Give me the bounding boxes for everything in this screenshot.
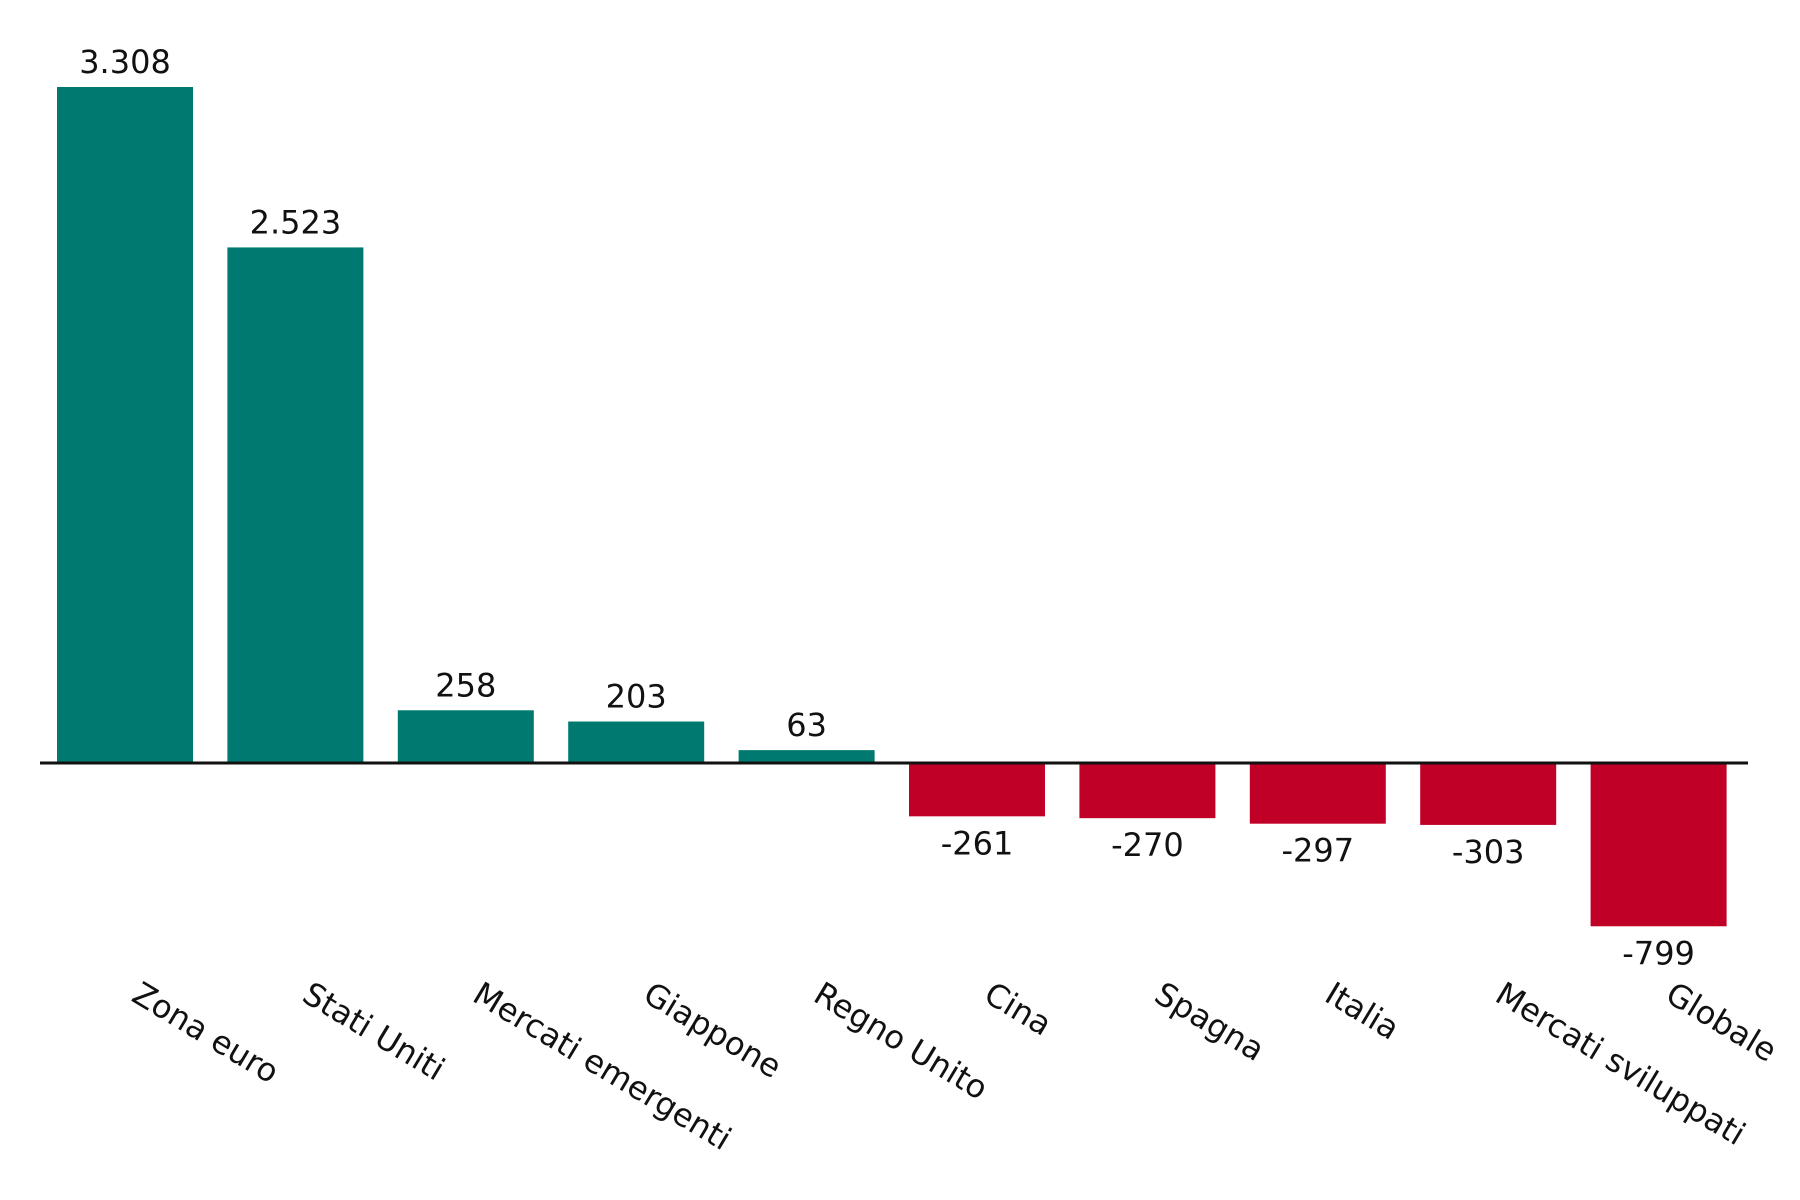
bar-2 [397, 710, 534, 763]
value-label-1: 2.523 [250, 203, 342, 241]
bar-4 [738, 750, 875, 763]
value-label-5: -261 [941, 824, 1014, 862]
bar-5 [909, 763, 1045, 817]
category-label-9: Globale [1659, 974, 1783, 1069]
category-label-6: Spagna [1148, 974, 1271, 1069]
bar-0 [57, 87, 193, 763]
category-label-0: Zona euro [126, 974, 286, 1091]
value-labels-layer: 3.308 2.523 258 203 63 -261 -270 -297 -303 -799 [79, 43, 1695, 972]
value-label-6: -270 [1111, 826, 1184, 864]
category-labels-layer: Zona euro Stati Uniti Mercati emergentiGia… [126, 974, 1784, 1158]
category-label-4: Regno Unito [807, 974, 994, 1107]
bar-6 [1079, 763, 1216, 819]
value-label-4: 63 [786, 706, 827, 744]
category-label-1: Stati Uniti [296, 974, 451, 1088]
value-label-2: 258 [435, 666, 496, 704]
value-label-9: -799 [1622, 934, 1695, 972]
bars-layer [57, 87, 1727, 927]
bar-3 [568, 721, 705, 763]
value-label-3: 203 [606, 678, 667, 716]
bar-8 [1420, 763, 1557, 825]
bar-7 [1249, 763, 1386, 824]
category-label-3: Giappone [637, 974, 788, 1086]
value-label-7: -297 [1281, 832, 1354, 870]
bar-1 [227, 247, 364, 763]
bar-9 [1590, 763, 1727, 927]
value-label-0: 3.308 [79, 43, 171, 81]
category-label-5: Cina [978, 974, 1059, 1043]
category-label-7: Italia [1319, 974, 1406, 1047]
value-label-8: -303 [1452, 833, 1525, 871]
